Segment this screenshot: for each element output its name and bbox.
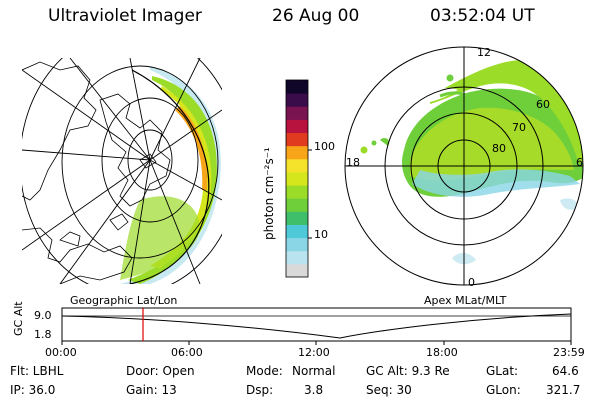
colorbar-swatch xyxy=(286,237,308,252)
altitude-axis-label: GC Alt xyxy=(12,301,25,336)
mlat-label-70: 70 xyxy=(512,121,526,134)
colorbar-swatch xyxy=(286,198,308,212)
dsp-label: Dsp: xyxy=(246,383,274,397)
colorbar-unit-label: photon cm⁻²s⁻¹ xyxy=(262,147,276,240)
gc-alt-info: GC Alt: 9.3 Re xyxy=(366,364,450,378)
glat-label: GLat: xyxy=(486,364,519,378)
filter-info: Flt: LBHL xyxy=(10,364,64,378)
colorbar-swatch xyxy=(286,106,308,120)
colorbar-swatch xyxy=(286,211,308,225)
colorbar-swatch xyxy=(286,80,308,94)
altitude-tick-1-8: 1.8 xyxy=(34,328,52,341)
mlt-label-12: 12 xyxy=(477,46,491,59)
geographic-map-panel xyxy=(22,58,222,284)
mlt-label-18: 18 xyxy=(346,156,360,169)
mlt-label-0: 0 xyxy=(468,276,475,289)
time-label: 03:52:04 UT xyxy=(430,6,535,26)
polar-panel-caption: Apex MLat/MLT xyxy=(424,294,507,307)
instrument-title: Ultraviolet Imager xyxy=(48,6,202,26)
ip-info: IP: 36.0 xyxy=(10,383,56,397)
glon-label: GLon: xyxy=(486,383,521,397)
altitude-tick-9: 9.0 xyxy=(34,309,52,322)
colorbar-swatch xyxy=(286,158,308,173)
time-tick-1200: 12:00 xyxy=(298,346,330,359)
colorbar-swatch xyxy=(286,263,308,278)
colorbar-swatch xyxy=(286,132,308,147)
time-tick-2359: 23:59 xyxy=(553,346,585,359)
gain-info: Gain: 13 xyxy=(126,383,177,397)
colorbar-frame xyxy=(285,79,309,278)
colorbar-swatch xyxy=(286,250,308,265)
colorbar-swatch xyxy=(286,145,308,160)
seq-info: Seq: 30 xyxy=(366,383,412,397)
glon-value: 321.7 xyxy=(546,383,581,397)
dsp-value: 3.8 xyxy=(304,383,324,397)
mode-label: Mode: xyxy=(246,364,283,378)
date-label: 26 Aug 00 xyxy=(272,6,360,26)
altitude-strip xyxy=(61,307,572,345)
door-info: Door: Open xyxy=(126,364,195,378)
colorbar-swatch xyxy=(286,224,308,239)
mlat-label-80: 80 xyxy=(492,142,506,155)
colorbar-tick-100: 100 xyxy=(314,140,335,153)
geo-panel-caption: Geographic Lat/Lon xyxy=(70,294,178,307)
mlat-label-60: 60 xyxy=(536,98,550,111)
altitude-curve xyxy=(61,313,572,339)
time-tick-0600: 06:00 xyxy=(171,346,203,359)
time-tick-0000: 00:00 xyxy=(45,346,77,359)
mode-value: Normal xyxy=(292,364,336,378)
mlt-label-6: 6 xyxy=(576,156,583,169)
time-tick-1800: 18:00 xyxy=(426,346,458,359)
polar-mlat-mlt-panel xyxy=(344,46,584,286)
glat-value: 64.6 xyxy=(552,364,579,378)
coastline-greenland xyxy=(22,61,97,201)
colorbar-swatch xyxy=(286,171,308,186)
colorbar-swatch xyxy=(286,119,308,134)
colorbar-swatch xyxy=(286,185,308,199)
colorbar xyxy=(285,79,312,278)
colorbar-tick-10: 10 xyxy=(314,228,328,241)
coastline-canada xyxy=(22,227,133,284)
colorbar-swatch xyxy=(286,93,308,107)
